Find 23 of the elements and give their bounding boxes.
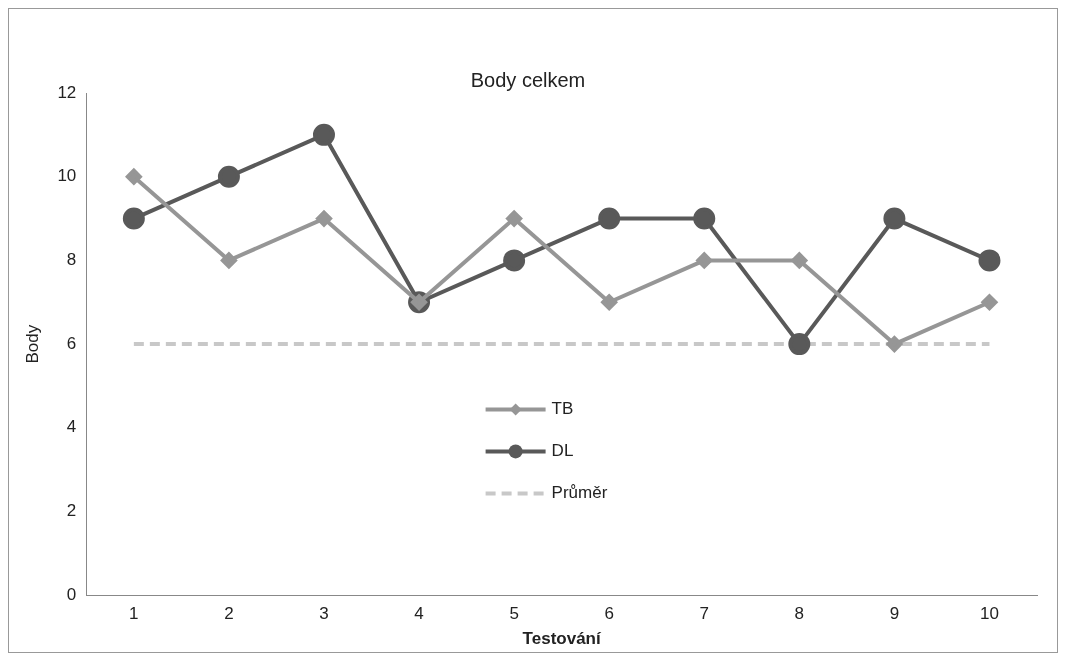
- y-tick-label: 2: [66, 501, 77, 521]
- x-tick-label: 10: [980, 604, 999, 624]
- chart-title: Body celkem: [470, 68, 586, 91]
- y-axis-title: Body: [22, 324, 42, 364]
- y-tick-label: 0: [66, 584, 77, 604]
- x-tick-label: 9: [889, 604, 900, 624]
- y-tick-label: 12: [57, 82, 77, 102]
- x-tick-label: 8: [794, 604, 805, 624]
- legend-label: Průměr: [551, 483, 608, 503]
- x-tick-label: 3: [319, 604, 329, 624]
- x-tick-label: 6: [604, 604, 614, 624]
- x-axis-title: Testování: [522, 629, 602, 649]
- legend-label: TB: [551, 399, 574, 419]
- x-tick-label: 5: [509, 604, 519, 624]
- x-tick-label: 2: [224, 604, 234, 624]
- x-tick-label: 4: [414, 604, 424, 624]
- y-tick-label: 6: [66, 333, 77, 353]
- y-tick-label: 8: [66, 250, 77, 270]
- legend-label: DL: [551, 441, 574, 461]
- y-tick-label: 10: [57, 166, 77, 186]
- x-tick-label: 7: [699, 604, 709, 624]
- y-tick-label: 4: [66, 417, 77, 437]
- x-tick-label: 1: [129, 604, 139, 624]
